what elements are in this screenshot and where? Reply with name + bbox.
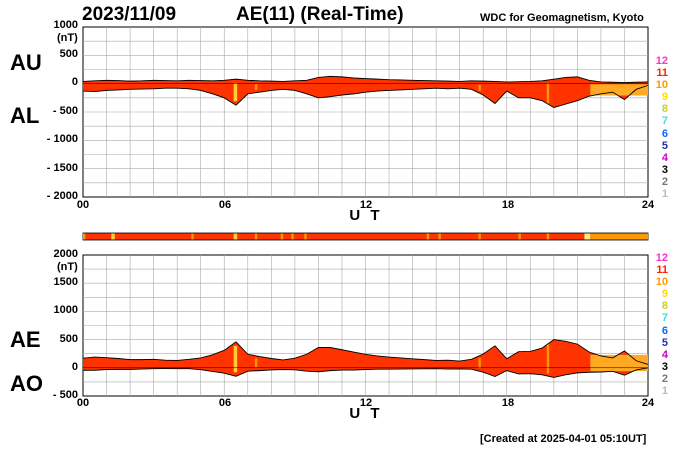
legend-item-6: 6 xyxy=(661,324,668,337)
au-label: AU xyxy=(10,50,42,75)
station-count-strip xyxy=(82,232,649,241)
legend-item-10: 10 xyxy=(655,79,668,92)
bottom-unit-label: (nT) xyxy=(57,261,78,273)
ae-label: AE xyxy=(10,327,41,352)
al-label: AL xyxy=(10,103,40,128)
strip-segment xyxy=(590,233,648,240)
legend-item-3: 3 xyxy=(661,163,668,176)
legend-item-1: 1 xyxy=(661,188,668,201)
strip-segment xyxy=(584,233,591,240)
legend-item-4: 4 xyxy=(661,348,668,361)
bottom-upper-line xyxy=(82,339,649,365)
bottom-x-axis-label: U T xyxy=(349,405,383,422)
strip-segment xyxy=(478,233,481,240)
top-ytick-1000: 1000 xyxy=(53,19,78,31)
top-ytick-m500: - 500 xyxy=(52,105,78,117)
bottom-ytick-1000: 1000 xyxy=(53,304,78,316)
top-highlight-band xyxy=(590,84,648,96)
bottom-xtick-18: 18 xyxy=(501,397,515,409)
legend-item-1: 1 xyxy=(661,385,668,398)
top-unit-label: (nT) xyxy=(57,32,78,44)
strip-segment xyxy=(254,233,258,240)
strip-segment xyxy=(438,233,441,240)
legend-item-11: 11 xyxy=(656,264,668,277)
top-highlight-band xyxy=(546,83,550,104)
bottom-highlight-band xyxy=(254,358,258,368)
bottom-highlight-band xyxy=(478,357,481,369)
source-label: WDC for Geomagnetism, Kyoto xyxy=(480,12,644,24)
top-highlight-band xyxy=(478,84,481,91)
legend-item-4: 4 xyxy=(661,151,668,164)
bottom-ytick-m500: - 500 xyxy=(52,389,78,401)
strip-segment xyxy=(83,233,86,240)
legend-item-2: 2 xyxy=(661,175,668,188)
strip-segment xyxy=(304,233,307,240)
bottom-xtick-24: 24 xyxy=(641,397,655,409)
legend-item-7: 7 xyxy=(661,115,668,128)
legend-item-8: 8 xyxy=(661,103,668,116)
bottom-xtick-00: 00 xyxy=(76,397,90,409)
top-xtick-06: 06 xyxy=(218,199,232,211)
strip-segment xyxy=(191,233,194,240)
bottom-ytick-500: 500 xyxy=(59,333,78,345)
legend-item-3: 3 xyxy=(661,360,668,373)
bottom-lower-line xyxy=(83,367,649,378)
top-ytick-500: 500 xyxy=(59,48,78,60)
strip-segment xyxy=(518,233,521,240)
top-highlight-band xyxy=(254,84,258,90)
top-ytick-m1500: - 1500 xyxy=(46,162,78,174)
legend-item-11: 11 xyxy=(656,67,668,80)
legend-item-8: 8 xyxy=(661,300,668,313)
top-lower-line xyxy=(82,84,649,108)
strip-segment xyxy=(426,233,430,240)
top-upper-line xyxy=(82,75,649,83)
bottom-ytick-1500: 1500 xyxy=(53,276,78,288)
top-xtick-12: 12 xyxy=(359,199,373,211)
legend-item-9: 9 xyxy=(661,91,668,104)
legend-item-6: 6 xyxy=(661,127,668,140)
top-ytick-m2000: - 2000 xyxy=(46,190,78,202)
legend-item-12: 12 xyxy=(655,55,668,67)
legend-item-9: 9 xyxy=(661,288,668,301)
bottom-highlight-band xyxy=(233,345,238,373)
legend-bottom: 12 11 10 9 8 7 6 5 4 3 2 1 xyxy=(648,252,668,397)
strip-segment xyxy=(280,233,284,240)
bottom-ytick-0: 0 xyxy=(71,361,78,373)
legend-top: 12 11 10 9 8 7 6 5 4 3 2 1 xyxy=(648,55,668,200)
bottom-xtick-06: 06 xyxy=(218,397,232,409)
date-label: 2023/11/09 xyxy=(82,4,177,25)
legend-item-5: 5 xyxy=(661,139,668,152)
top-x-axis-label: U T xyxy=(349,207,383,224)
chart-title: AE(11) (Real-Time) xyxy=(236,4,404,25)
top-highlight-band xyxy=(233,83,238,102)
bottom-highlight-band xyxy=(546,343,550,374)
bottom-highlight-band xyxy=(590,354,648,372)
top-xtick-00: 00 xyxy=(76,199,90,211)
legend-item-7: 7 xyxy=(661,312,668,325)
ao-label: AO xyxy=(10,371,43,396)
top-xtick-18: 18 xyxy=(501,199,515,211)
strip-segment xyxy=(546,233,550,240)
strip-segment xyxy=(111,233,115,240)
legend-item-10: 10 xyxy=(655,276,668,289)
legend-item-5: 5 xyxy=(661,336,668,349)
top-ytick-m1000: - 1000 xyxy=(46,133,78,145)
strip-segment xyxy=(291,233,294,240)
legend-item-12: 12 xyxy=(655,252,668,264)
strip-segment xyxy=(233,233,238,240)
top-ytick-0: 0 xyxy=(71,76,78,88)
created-label: [Created at 2025-04-01 05:10UT] xyxy=(480,433,647,445)
bottom-xtick-12: 12 xyxy=(359,397,373,409)
top-xtick-24: 24 xyxy=(641,199,655,211)
legend-item-2: 2 xyxy=(661,372,668,385)
bottom-ytick-2000: 2000 xyxy=(53,248,78,260)
